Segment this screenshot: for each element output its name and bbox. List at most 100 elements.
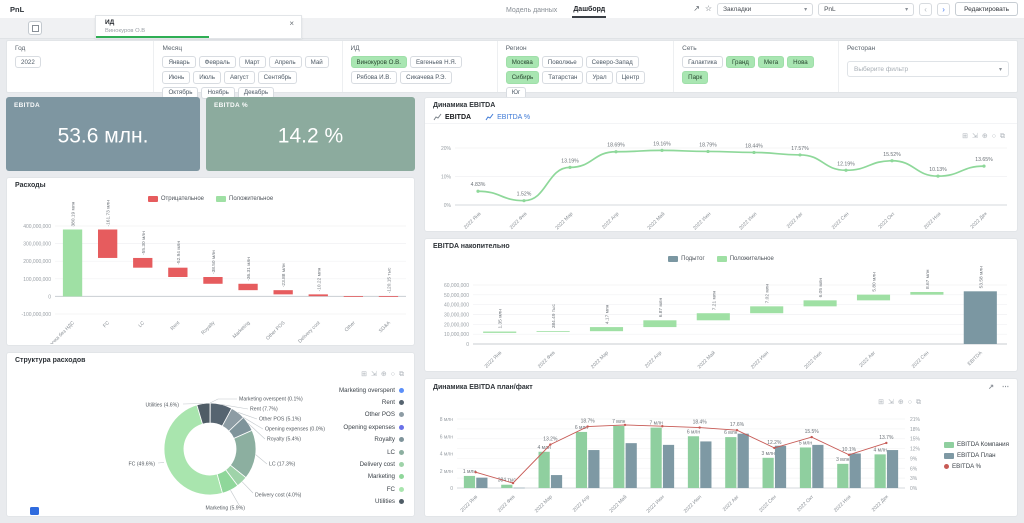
combo-bar[interactable] (874, 454, 886, 488)
combo-bar[interactable] (613, 425, 625, 488)
filter-chip[interactable]: Июль (193, 71, 221, 84)
combo-bar[interactable] (886, 450, 899, 488)
filter-chip[interactable]: Урал (586, 71, 613, 84)
data-point[interactable] (661, 425, 664, 428)
back-button[interactable]: ‹ (919, 2, 933, 16)
zoom-in-icon[interactable]: ⊕ (897, 399, 904, 406)
data-point[interactable] (752, 150, 756, 155)
data-point[interactable] (549, 443, 552, 446)
pie-slice[interactable] (196, 402, 211, 425)
filter-chip[interactable]: Гранд (726, 56, 755, 69)
legend-item[interactable]: Отрицательное (147, 196, 204, 202)
waterfall-bar[interactable] (750, 306, 784, 314)
waterfall-bar[interactable] (963, 291, 997, 344)
restaurant-select[interactable]: Выберите фильтр ▾ (847, 61, 1009, 77)
tab-dashboard[interactable]: Дашборд (572, 1, 607, 18)
data-point[interactable] (773, 446, 776, 450)
legend-item[interactable]: EBITDA % (943, 463, 1009, 470)
expand-icon[interactable]: ↗ (988, 384, 995, 391)
filter-chip[interactable]: Август (223, 71, 255, 84)
filter-chip[interactable]: Северо-Запад (585, 56, 639, 69)
data-point[interactable] (735, 428, 739, 432)
waterfall-bar[interactable] (910, 291, 944, 295)
waterfall-bar[interactable] (273, 290, 293, 295)
bookmarks-select[interactable]: Закладки ▾ (717, 2, 814, 16)
legend-item[interactable]: EBITDA План (943, 452, 1009, 459)
legend-item[interactable]: Marketing overspent (339, 384, 404, 396)
waterfall-bar[interactable] (62, 229, 83, 297)
zoom-in-icon[interactable]: ⊕ (981, 133, 988, 140)
expenses-waterfall-chart[interactable]: 400,000,000 300,000,000 200,000,000 100,000… (9, 196, 412, 353)
filter-chip[interactable]: Февраль (198, 56, 236, 69)
data-point[interactable] (522, 199, 526, 203)
edit-button[interactable]: Редактировать (955, 2, 1018, 16)
data-point[interactable] (623, 423, 627, 427)
waterfall-bar[interactable] (589, 327, 624, 332)
combo-bar[interactable] (774, 445, 787, 488)
data-point[interactable] (844, 168, 848, 172)
waterfall-bar[interactable] (203, 277, 223, 284)
legend-item[interactable]: Delivery cost (339, 458, 404, 470)
filter-chip[interactable]: Сикачева Р.Э. (400, 71, 453, 84)
data-point[interactable] (511, 481, 515, 485)
filter-chip[interactable]: 2022 (15, 56, 41, 69)
filter-chip[interactable]: Мега (757, 56, 785, 69)
data-point[interactable] (586, 425, 589, 428)
star-icon[interactable]: ☆ (704, 4, 713, 13)
combo-bar[interactable] (700, 441, 712, 488)
combo-bar[interactable] (575, 431, 588, 488)
ebitda-line-chart[interactable]: 20% 10% 0% 4.83% 2022 Янв 1.52% 2022 Фев 13.19%… (427, 130, 1017, 231)
legend-item[interactable]: Положительное (216, 196, 273, 202)
filter-chip[interactable]: Винокуров О.В. (350, 56, 408, 69)
waterfall-bar[interactable] (536, 331, 570, 332)
forward-button[interactable]: › (937, 2, 951, 16)
combo-bar[interactable] (737, 433, 749, 488)
zoom-in-icon[interactable]: ⊕ (380, 371, 387, 378)
data-point[interactable] (890, 159, 894, 163)
filter-chip[interactable]: Галактика (682, 56, 723, 69)
legend-item[interactable]: Положительное (716, 256, 774, 262)
export-icon[interactable]: ⧉ (399, 371, 404, 378)
pan-icon[interactable]: ⇲ (972, 133, 978, 140)
waterfall-bar[interactable] (308, 294, 328, 297)
data-point[interactable] (982, 164, 986, 168)
zoom-reset-icon[interactable]: ○ (907, 399, 912, 406)
legend-item[interactable]: FC (339, 483, 404, 495)
combo-bar[interactable] (837, 463, 849, 488)
waterfall-bar[interactable] (378, 296, 399, 298)
filter-chip[interactable]: Июнь (162, 71, 191, 84)
filter-chip[interactable]: Парк (682, 71, 709, 84)
data-point[interactable] (847, 453, 851, 457)
data-point[interactable] (706, 149, 710, 154)
combo-bar[interactable] (476, 477, 488, 488)
waterfall-bar[interactable] (97, 229, 118, 258)
tab-ebitda[interactable]: EBITDA (433, 113, 471, 121)
legend-item[interactable]: Other POS (339, 409, 404, 421)
filter-chip[interactable]: Москва (505, 56, 539, 69)
ebitda-plan-fact-chart[interactable]: 21% 18% 15% 12% 9% 6% 3% 0% 8 млн 6 млн 4 млн 2 млн… (427, 395, 1017, 516)
combo-bar[interactable] (550, 475, 563, 488)
filter-chip[interactable]: Татарстан (542, 71, 584, 84)
pan-icon[interactable]: ⇲ (371, 371, 377, 378)
filter-chip[interactable]: Март (238, 56, 266, 69)
data-point[interactable] (936, 174, 940, 178)
fullscreen-icon[interactable]: ⊞ (962, 133, 969, 140)
data-point[interactable] (810, 435, 813, 439)
combo-bar[interactable] (588, 450, 600, 488)
legend-item[interactable]: EBITDA Компания (943, 441, 1009, 448)
filter-chip[interactable]: Май (304, 56, 329, 69)
combo-bar[interactable] (687, 436, 700, 488)
data-point[interactable] (698, 426, 701, 429)
filter-chip[interactable]: Апрель (268, 56, 302, 69)
legend-item[interactable]: LC (339, 446, 404, 458)
ebitda-cumulative-chart[interactable]: 60,000,000 50,000,000 40,000,000 30,000,000… (427, 255, 1017, 370)
filter-chip[interactable]: Поволжье (541, 56, 583, 69)
combo-bar[interactable] (849, 453, 861, 489)
legend-item[interactable]: Utilities (339, 496, 404, 508)
waterfall-bar[interactable] (343, 296, 364, 297)
data-point[interactable] (885, 441, 888, 445)
filter-chip[interactable]: Нова (787, 56, 814, 69)
filter-chip[interactable]: Центр (615, 71, 646, 84)
legend-item[interactable]: Royalty (339, 434, 404, 446)
combo-bar[interactable] (812, 444, 824, 488)
